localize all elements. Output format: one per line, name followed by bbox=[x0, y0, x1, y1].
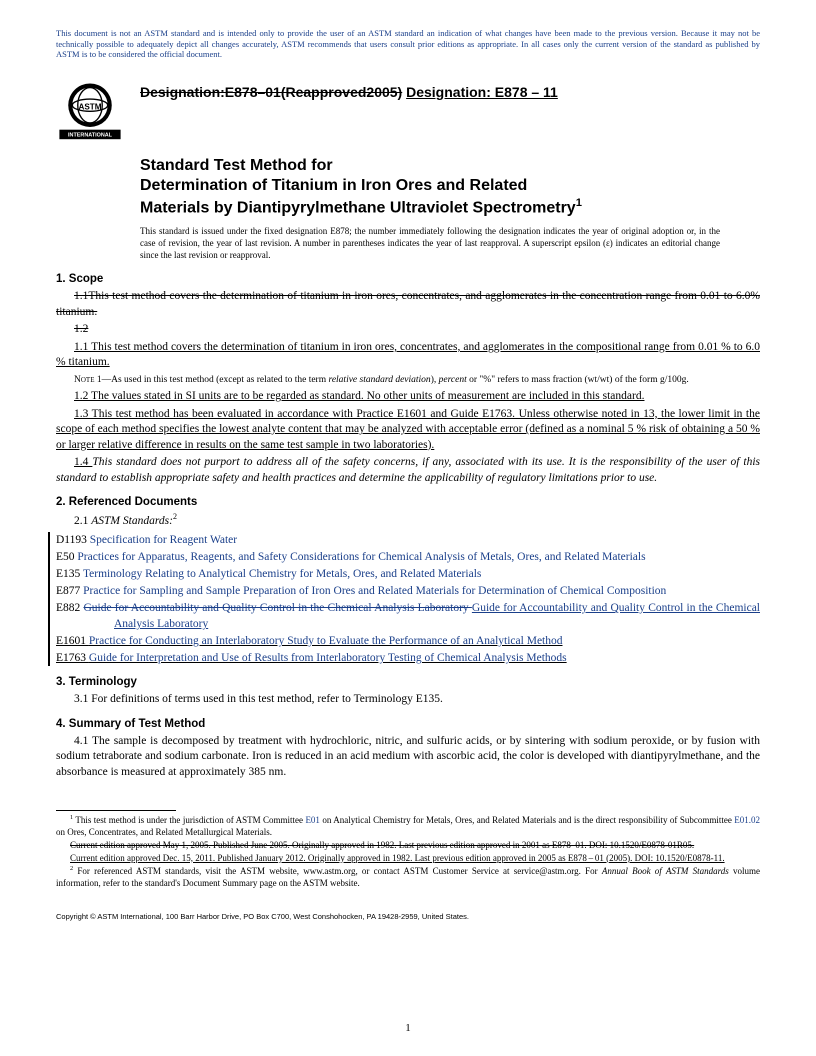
ref-e1601-link[interactable]: Practice for Conducting an Interlaborato… bbox=[89, 635, 563, 647]
s3-1: 3.1 For definitions of terms used in thi… bbox=[56, 692, 760, 708]
ref-d1193-link[interactable]: Specification for Reagent Water bbox=[90, 534, 237, 546]
fn1-a: This test method is under the jurisdicti… bbox=[73, 815, 305, 825]
section-2-head: 2. Referenced Documents bbox=[56, 496, 760, 508]
s1-1-old: 1.1This test method covers the determina… bbox=[56, 289, 760, 320]
ref-e1763-code: E1763 bbox=[56, 652, 89, 664]
ref-e877-link[interactable]: Practice for Sampling and Sample Prepara… bbox=[83, 585, 666, 597]
ref-d1193-code: D1193 bbox=[56, 534, 90, 546]
ref-e135-link[interactable]: Terminology Relating to Analytical Chemi… bbox=[83, 568, 481, 580]
ref-e882-old: Guide for Accountability and Quality Con… bbox=[83, 602, 471, 614]
top-disclaimer: This document is not an ASTM standard an… bbox=[56, 28, 760, 60]
fn1-c: on Ores, Concentrates, and Related Metal… bbox=[56, 827, 272, 837]
note-1-i2: percent bbox=[439, 375, 467, 385]
ref-e882-code: E882 bbox=[56, 602, 83, 614]
section-1-head: 1. Scope bbox=[56, 273, 760, 285]
astm-logo: ASTM INTERNATIONAL bbox=[56, 78, 124, 146]
fn1-b: on Analytical Chemistry for Metals, Ores… bbox=[320, 815, 734, 825]
s1-4-num: 1.4 bbox=[74, 456, 92, 468]
footnote-1-old: Current edition approved May 1, 2005. Pu… bbox=[56, 840, 760, 852]
title-line2: Determination of Titanium in Iron Ores a… bbox=[140, 177, 527, 194]
footnote-1-new: Current edition approved Dec. 15, 2011. … bbox=[56, 853, 760, 865]
title: Standard Test Method for Determination o… bbox=[140, 156, 760, 218]
title-line1: Standard Test Method for bbox=[140, 157, 333, 174]
s2-1-sup: 2 bbox=[173, 512, 177, 521]
svg-text:ASTM: ASTM bbox=[78, 102, 101, 111]
s1-2: 1.2 The values stated in SI units are to… bbox=[56, 389, 760, 405]
s1-3: 1.3 This test method has been evaluated … bbox=[56, 407, 760, 454]
s1-4-text: This standard does not purport to addres… bbox=[56, 456, 760, 484]
copyright: Copyright © ASTM International, 100 Barr… bbox=[56, 912, 760, 921]
fn1-link-e0102[interactable]: E01.02 bbox=[734, 815, 760, 825]
referenced-documents: D1193 Specification for Reagent Water E5… bbox=[48, 532, 760, 667]
footnote-2: 2 For referenced ASTM standards, visit t… bbox=[56, 865, 760, 889]
fn2-a: For referenced ASTM standards, visit the… bbox=[73, 866, 602, 876]
issued-note: This standard is issued under the fixed … bbox=[140, 226, 720, 261]
note-1-b: ), bbox=[431, 375, 439, 385]
ref-e1763-link[interactable]: Guide for Interpretation and Use of Resu… bbox=[89, 652, 567, 664]
note-1-i: relative standard deviation bbox=[328, 375, 430, 385]
footnotes: 1 This test method is under the jurisdic… bbox=[56, 814, 760, 889]
ref-e1601-code: E1601 bbox=[56, 635, 89, 647]
s2-1: 2.1 ASTM Standards:2 bbox=[56, 512, 760, 529]
ref-e50-code: E50 bbox=[56, 551, 77, 563]
section-3-head: 3. Terminology bbox=[56, 676, 760, 688]
note-1-c: or "%" refers to mass fraction (wt/wt) o… bbox=[467, 375, 689, 385]
ref-e50-link[interactable]: Practices for Apparatus, Reagents, and S… bbox=[77, 551, 645, 563]
designation-new: Designation: E878 – 11 bbox=[406, 84, 558, 100]
s1-1-new: 1.1 This test method covers the determin… bbox=[56, 340, 760, 371]
designation: Designation:E878–01(Reapproved2005) Desi… bbox=[140, 84, 558, 100]
s4-1: 4.1 The sample is decomposed by treatmen… bbox=[56, 734, 760, 781]
fn2-i: Annual Book of ASTM Standards bbox=[602, 866, 729, 876]
page-number: 1 bbox=[0, 1022, 816, 1034]
note-1-label: Note 1— bbox=[74, 375, 111, 385]
fn1-link-e01[interactable]: E01 bbox=[305, 815, 320, 825]
note-1: Note 1—As used in this test method (exce… bbox=[56, 374, 760, 386]
title-footref: 1 bbox=[576, 197, 582, 209]
s1-1-old2: 1.2 bbox=[56, 322, 760, 338]
footnote-1: 1 This test method is under the jurisdic… bbox=[56, 814, 760, 838]
ref-e135-code: E135 bbox=[56, 568, 83, 580]
note-1-a: As used in this test method (except as r… bbox=[111, 375, 328, 385]
svg-text:INTERNATIONAL: INTERNATIONAL bbox=[68, 132, 113, 138]
title-line3: Materials by Diantipyrylmethane Ultravio… bbox=[140, 199, 576, 216]
s2-1-label: ASTM Standards: bbox=[91, 515, 173, 527]
s1-4: 1.4 This standard does not purport to ad… bbox=[56, 455, 760, 486]
designation-old: Designation:E878–01(Reapproved2005) bbox=[140, 84, 402, 100]
header: ASTM INTERNATIONAL Designation:E878–01(R… bbox=[56, 78, 760, 146]
s2-1-num: 2.1 bbox=[74, 515, 91, 527]
ref-e877-code: E877 bbox=[56, 585, 83, 597]
section-4-head: 4. Summary of Test Method bbox=[56, 718, 760, 730]
footnote-rule bbox=[56, 810, 176, 811]
